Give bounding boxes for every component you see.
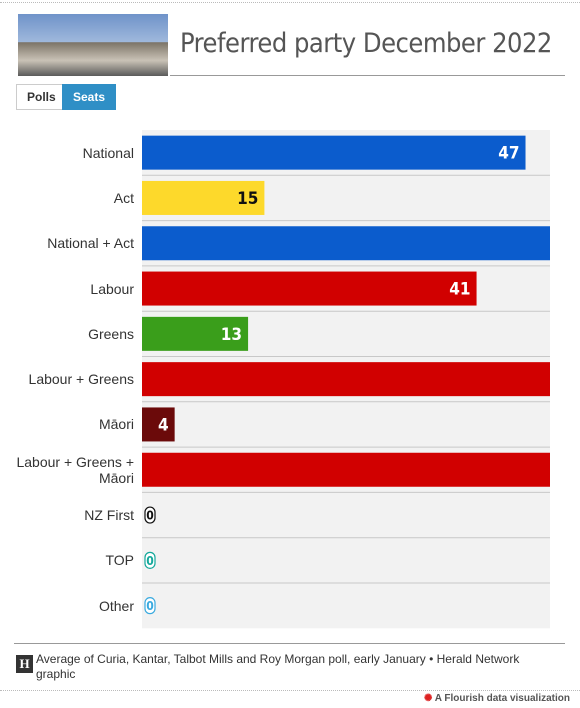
row-bg [142, 492, 550, 538]
row-bg [142, 537, 550, 583]
credit[interactable]: ✺ A Flourish data visualization [423, 693, 570, 704]
category-label: Māori [98, 416, 134, 433]
bar [142, 180, 265, 215]
value-label: 0 [146, 554, 154, 568]
tab-active[interactable]: Seats [62, 84, 117, 110]
category-label: TOP [105, 552, 134, 569]
bar [142, 135, 526, 170]
title: Preferred party December 2022 [180, 28, 552, 59]
value-label: 41 [449, 280, 470, 300]
value-label: 4 [158, 415, 169, 435]
category-label: Act [113, 189, 134, 206]
category-label: National + Act [47, 235, 134, 252]
value-label: 15 [237, 189, 258, 209]
bar [142, 316, 249, 351]
value-pill [144, 551, 156, 569]
category-label: Labour + Greens [28, 371, 134, 388]
bar [142, 407, 175, 442]
value-pill [144, 597, 156, 615]
footer-note: Average of Curia, Kantar, Talbot Mills a… [36, 652, 520, 681]
category-label: NZ First [84, 507, 134, 524]
bar [142, 226, 550, 261]
bottom-rule [0, 690, 580, 691]
credit-text: A Flourish data visualization [434, 693, 570, 704]
top-rule [0, 2, 580, 3]
category-label: Other [98, 597, 134, 614]
value-pill [144, 506, 156, 524]
header-image [18, 14, 168, 76]
value-label: 0 [146, 599, 154, 613]
row-bg [142, 583, 550, 629]
footer-rule [14, 643, 565, 644]
row-bg [142, 401, 550, 448]
value-label: 47 [498, 144, 519, 164]
category-label: Greens [88, 325, 134, 342]
title-rule [170, 75, 565, 76]
category-label: Labour + Greens + Māori [16, 453, 134, 486]
bar [142, 452, 550, 487]
bar [142, 271, 477, 306]
value-label: 13 [221, 325, 242, 345]
bar [142, 362, 550, 397]
logo: H [16, 655, 33, 673]
category-label: National [82, 144, 134, 161]
category-label: Labour [90, 280, 134, 297]
value-label: 0 [146, 509, 154, 523]
